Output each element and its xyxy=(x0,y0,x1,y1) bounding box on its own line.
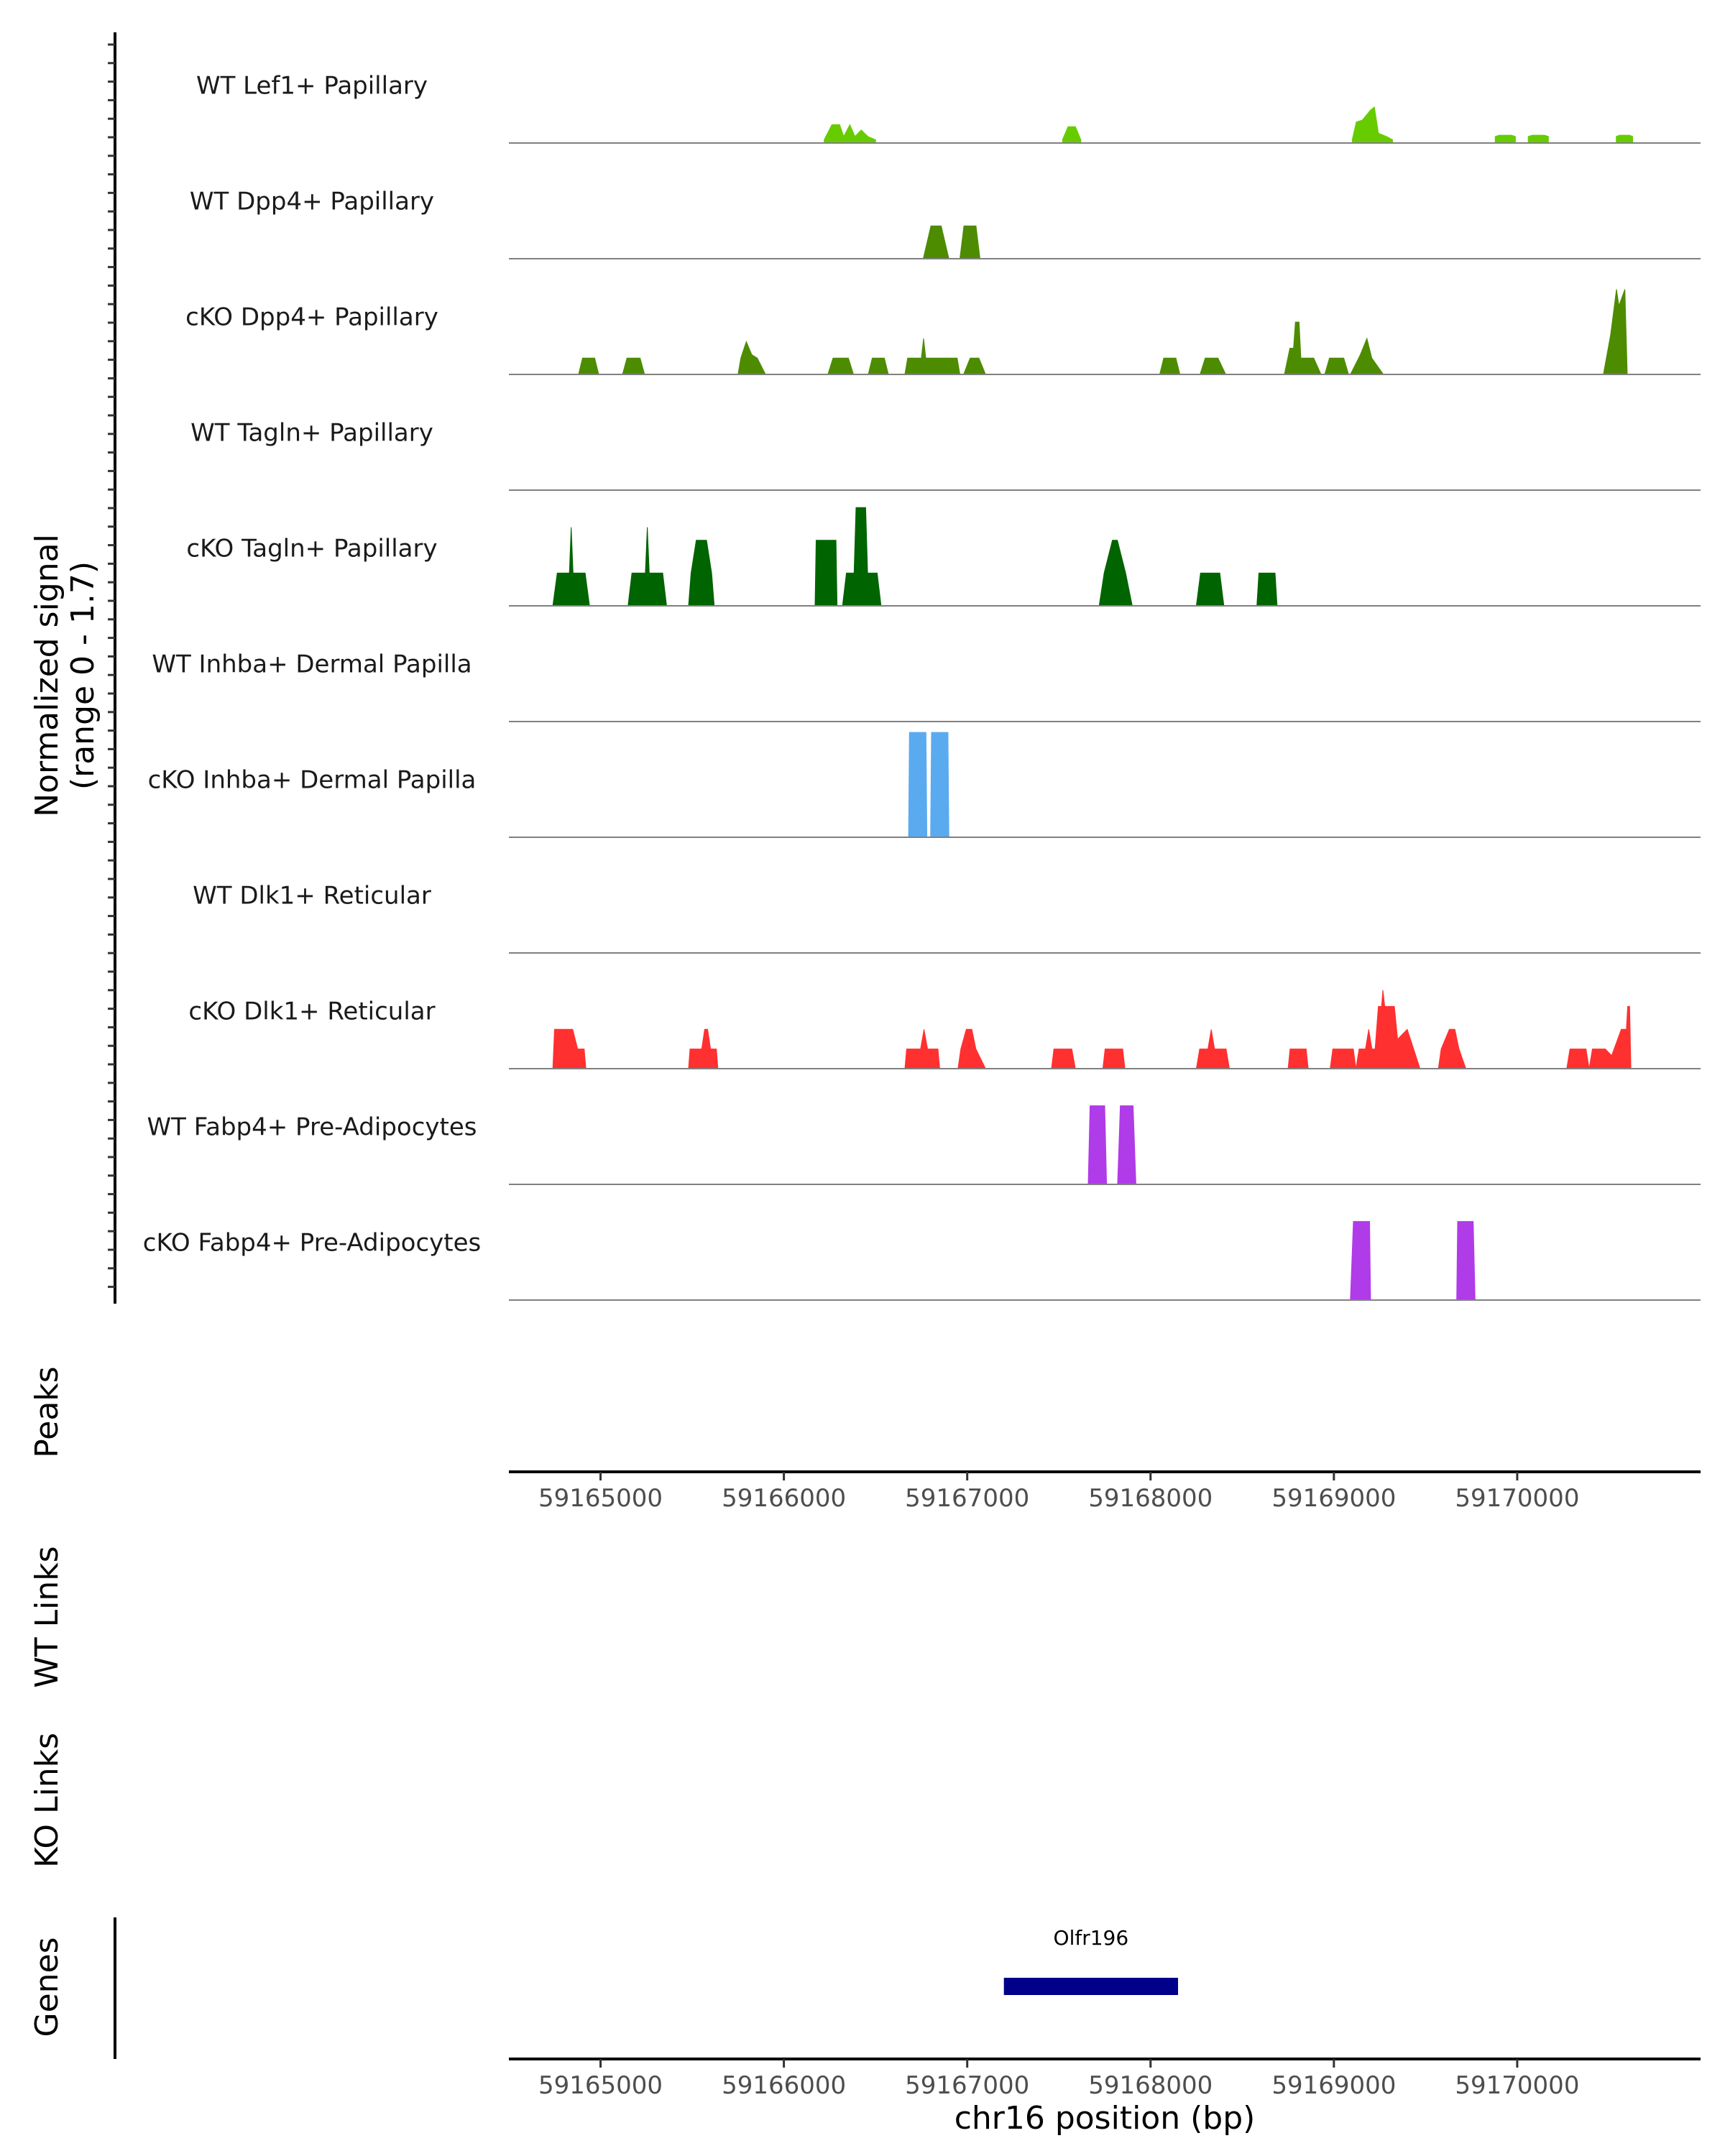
signal-y-axis xyxy=(108,32,116,1304)
x-tick-label: 59170000 xyxy=(1455,2071,1579,2100)
track-label: cKO Inhba+ Dermal Papilla xyxy=(148,766,477,795)
coverage-peak xyxy=(1117,1105,1136,1185)
coverage-peak xyxy=(1256,572,1278,607)
gene-label: Olfr196 xyxy=(1054,1926,1129,1950)
y-axis-title-line1: Normalized signal xyxy=(29,534,65,817)
signal-y-axis-title: Normalized signal (range 0 - 1.7) xyxy=(29,534,101,817)
x-tick-label: 59167000 xyxy=(905,1484,1029,1513)
coverage-peak xyxy=(908,732,928,838)
coverage-peak xyxy=(1284,321,1322,375)
coverage-peak xyxy=(1287,1049,1309,1069)
coverage-peak xyxy=(737,340,766,375)
x-axis-title: chr16 position (bp) xyxy=(954,2100,1256,2137)
coverage-peak xyxy=(1349,337,1384,375)
track-3: cKO Dpp4+ Papillary xyxy=(185,289,1701,375)
coverage-peak xyxy=(688,540,715,607)
y-axis-title-line2: (range 0 - 1.7) xyxy=(65,561,101,790)
coverage-peak xyxy=(1195,572,1225,607)
coverage-peak xyxy=(1616,134,1634,144)
coverage-peak xyxy=(578,357,599,375)
coverage-peak xyxy=(1456,1221,1476,1301)
track-label: cKO Tagln+ Papillary xyxy=(186,535,437,563)
track-1: WT Lef1+ Papillary xyxy=(196,72,1701,144)
coverage-peak xyxy=(814,540,838,607)
coverage-peak xyxy=(1438,1028,1467,1069)
track-9: cKO Dlk1+ Reticular xyxy=(188,990,1701,1069)
coverage-peak xyxy=(922,225,949,259)
coverage-peak xyxy=(1051,1049,1076,1069)
ko-links-panel-label: KO Links xyxy=(29,1733,65,1868)
coverage-peak xyxy=(1159,357,1181,375)
coverage-peak xyxy=(1494,134,1516,144)
coverage-peak xyxy=(962,357,986,375)
coverage-peak xyxy=(1603,289,1628,375)
coverage-peak xyxy=(1098,540,1133,607)
coverage-peak xyxy=(827,357,855,375)
coverage-peak xyxy=(1351,106,1393,144)
coverage-peak xyxy=(868,357,889,375)
coverage-peak xyxy=(842,507,882,607)
coverage-peak xyxy=(1566,1005,1632,1069)
track-label: cKO Dpp4+ Papillary xyxy=(185,303,438,332)
track-label: WT Dpp4+ Papillary xyxy=(190,188,434,216)
coverage-peak xyxy=(1527,134,1549,144)
track-label: WT Tagln+ Papillary xyxy=(190,419,433,448)
coverage-peak xyxy=(1087,1105,1108,1185)
x-tick-label: 59167000 xyxy=(905,2071,1029,2100)
x-tick-label: 59166000 xyxy=(722,1484,846,1513)
x-tick-label: 59170000 xyxy=(1455,1484,1579,1513)
gene-annotations: Olfr196 xyxy=(1003,1926,1179,1995)
track-7: cKO Inhba+ Dermal Papilla xyxy=(148,732,1701,838)
coverage-peak xyxy=(1350,1221,1371,1301)
track-label: cKO Fabp4+ Pre-Adipocytes xyxy=(143,1229,482,1258)
x-tick-label: 59165000 xyxy=(538,1484,663,1513)
x-tick-label: 59168000 xyxy=(1088,1484,1213,1513)
track-4: WT Tagln+ Papillary xyxy=(190,419,1701,491)
coverage-peak xyxy=(552,1028,586,1069)
track-label: WT Inhba+ Dermal Papilla xyxy=(152,650,472,679)
track-label: WT Fabp4+ Pre-Adipocytes xyxy=(147,1113,477,1142)
track-label: cKO Dlk1+ Reticular xyxy=(188,998,435,1026)
coverage-peak xyxy=(904,338,961,375)
coverage-peak xyxy=(1355,990,1421,1069)
coverage-peak xyxy=(1324,357,1349,375)
track-11: cKO Fabp4+ Pre-Adipocytes xyxy=(143,1221,1701,1301)
coverage-peak xyxy=(688,1028,719,1069)
coverage-peak xyxy=(622,357,645,375)
track-label: WT Lef1+ Papillary xyxy=(196,72,428,101)
x-tick-label: 59168000 xyxy=(1088,2071,1213,2100)
coverage-peak xyxy=(627,527,667,607)
coverage-peak xyxy=(824,124,876,144)
track-label: WT Dlk1+ Reticular xyxy=(193,882,431,911)
coverage-peak xyxy=(1199,357,1227,375)
wt-links-panel-label: WT Links xyxy=(29,1546,65,1687)
coverage-peak xyxy=(1102,1049,1126,1069)
genes-panel-label: Genes xyxy=(29,1937,65,2037)
x-axis-bottom: 59165000 59166000 59167000 59168000 59169000… xyxy=(509,2058,1701,2100)
coverage-peak xyxy=(904,1029,940,1069)
gene-body xyxy=(1003,1978,1179,1995)
x-tick-label: 59169000 xyxy=(1271,1484,1396,1513)
coverage-peak xyxy=(552,527,590,607)
peaks-panel-label: Peaks xyxy=(29,1366,65,1457)
track-2: WT Dpp4+ Papillary xyxy=(190,188,1701,259)
x-tick-label: 59166000 xyxy=(722,2071,846,2100)
coverage-tracks: WT Lef1+ Papillary WT Dpp4+ Papillary cKO … xyxy=(143,72,1701,1301)
x-tick-label: 59169000 xyxy=(1271,2071,1396,2100)
track-6: WT Inhba+ Dermal Papilla xyxy=(152,650,1701,722)
coverage-peak xyxy=(930,732,949,838)
track-10: WT Fabp4+ Pre-Adipocytes xyxy=(147,1105,1701,1185)
track-5: cKO Tagln+ Papillary xyxy=(186,507,1701,607)
coverage-peak xyxy=(1195,1029,1230,1069)
coverage-peak xyxy=(957,1028,987,1069)
x-tick-label: 59165000 xyxy=(538,2071,663,2100)
coverage-peak xyxy=(959,225,981,259)
coverage-peak xyxy=(1330,1049,1357,1069)
coverage-peak xyxy=(1062,126,1082,144)
track-8: WT Dlk1+ Reticular xyxy=(193,882,1701,954)
x-axis-top: 59165000 59166000 59167000 59168000 59169000… xyxy=(509,1470,1701,1513)
